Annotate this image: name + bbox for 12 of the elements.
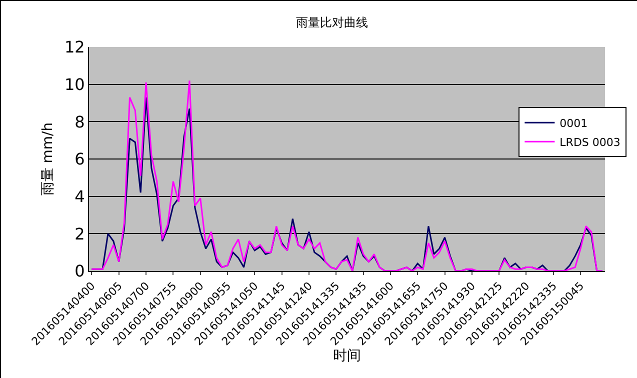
y-tick-label: 0	[74, 262, 85, 281]
y-tick-label: 8	[74, 112, 85, 132]
chart-title: 雨量比对曲线	[296, 15, 368, 30]
legend-label: LRDS 0003	[560, 136, 620, 149]
y-tick-label: 4	[74, 186, 85, 206]
y-axis-title: 雨量 mm/h	[40, 122, 56, 196]
y-tick-label: 10	[64, 74, 85, 94]
x-axis-title: 时间	[333, 348, 361, 364]
y-tick-label: 2	[74, 224, 85, 244]
y-tick-label: 6	[74, 150, 85, 169]
y-tick-label: 12	[64, 38, 85, 57]
legend-label: 0001	[560, 116, 588, 130]
